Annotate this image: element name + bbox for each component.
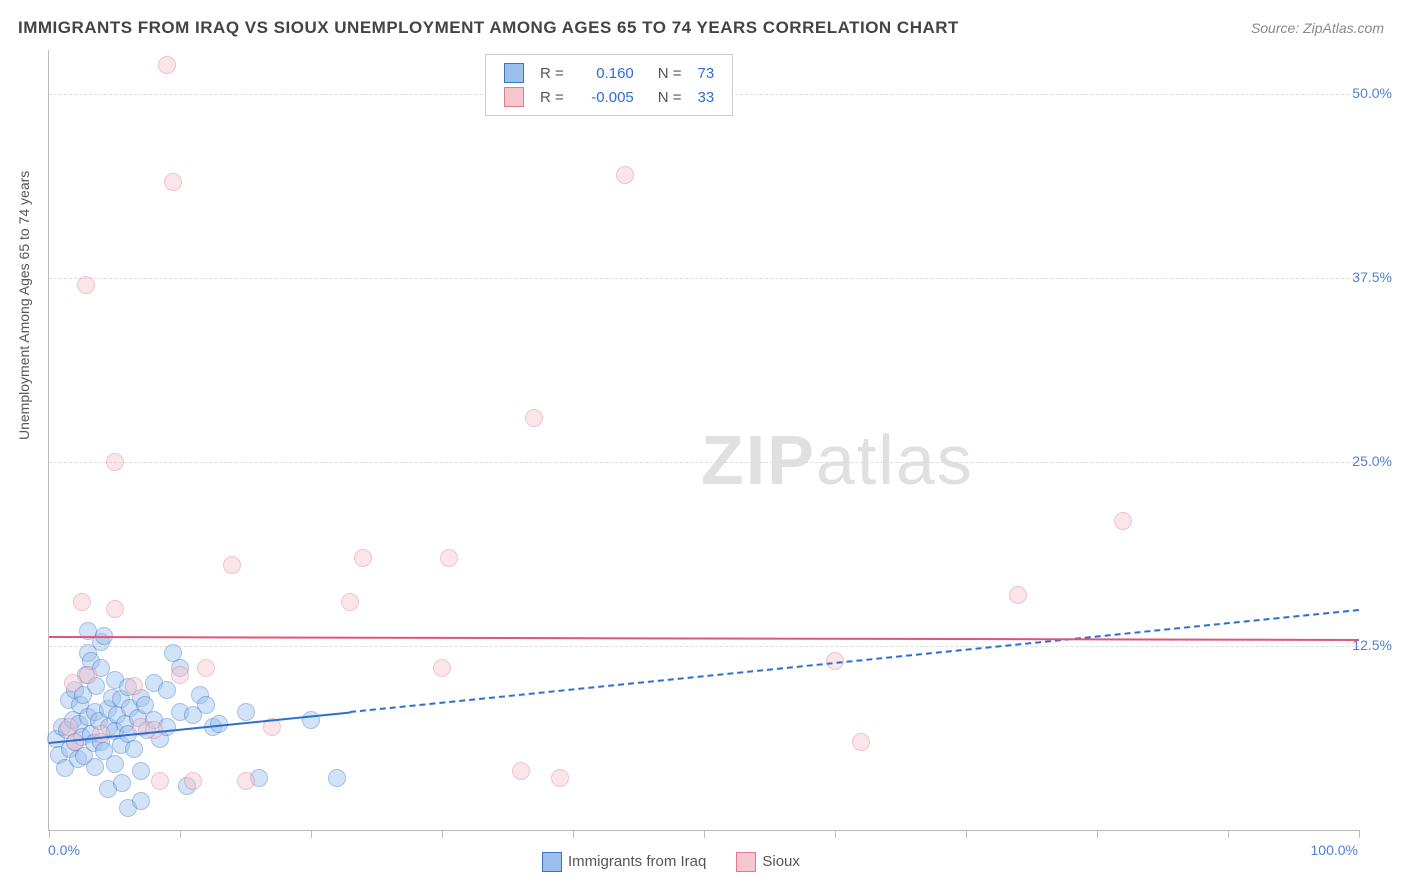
y-tick-label: 25.0% [1352, 453, 1392, 469]
data-point [197, 659, 215, 677]
legend-swatch [542, 852, 562, 872]
data-point [164, 173, 182, 191]
data-point [302, 711, 320, 729]
gridline [49, 278, 1359, 279]
data-point [551, 769, 569, 787]
data-point [132, 792, 150, 810]
y-axis-label: Unemployment Among Ages 65 to 74 years [16, 171, 32, 440]
data-point [77, 276, 95, 294]
legend-r-label: R = [532, 85, 572, 109]
data-point [113, 774, 131, 792]
data-point [440, 549, 458, 567]
legend-swatch [736, 852, 756, 872]
data-point [106, 453, 124, 471]
legend-item: Immigrants from Iraq [542, 853, 706, 870]
data-point [197, 696, 215, 714]
x-tick [704, 830, 705, 838]
gridline [49, 462, 1359, 463]
data-point [125, 740, 143, 758]
legend-r-value: -0.005 [572, 85, 642, 109]
watermark: ZIPatlas [701, 420, 974, 500]
x-tick [442, 830, 443, 838]
data-point [328, 769, 346, 787]
data-point [184, 772, 202, 790]
data-point [73, 593, 91, 611]
data-point [616, 166, 634, 184]
data-point [354, 549, 372, 567]
legend-swatch [504, 63, 524, 83]
data-point [158, 681, 176, 699]
chart-title: IMMIGRANTS FROM IRAQ VS SIOUX UNEMPLOYME… [18, 18, 959, 38]
y-tick-label: 50.0% [1352, 85, 1392, 101]
series-legend: Immigrants from Iraq Sioux [542, 852, 830, 872]
data-point [86, 758, 104, 776]
data-point [852, 733, 870, 751]
data-point [237, 703, 255, 721]
x-tick [573, 830, 574, 838]
data-point [79, 666, 97, 684]
gridline [49, 646, 1359, 647]
data-point [92, 725, 110, 743]
data-point [223, 556, 241, 574]
x-tick [1228, 830, 1229, 838]
data-point [132, 762, 150, 780]
x-tick-label: 0.0% [48, 842, 80, 858]
source-label: Source: ZipAtlas.com [1251, 20, 1384, 36]
x-tick [835, 830, 836, 838]
legend-item: Sioux [736, 853, 800, 870]
x-tick-label: 100.0% [1311, 842, 1358, 858]
data-point [125, 677, 143, 695]
data-point [237, 772, 255, 790]
y-tick-label: 12.5% [1352, 637, 1392, 653]
data-point [171, 666, 189, 684]
x-tick [966, 830, 967, 838]
data-point [106, 600, 124, 618]
trend-line [350, 609, 1359, 713]
x-tick [1359, 830, 1360, 838]
legend-n-label: N = [642, 85, 690, 109]
correlation-legend: R =0.160N =73R =-0.005N =33 [485, 54, 733, 116]
legend-row: R =0.160N =73 [496, 61, 722, 85]
legend-n-value: 33 [690, 85, 723, 109]
x-tick [1097, 830, 1098, 838]
data-point [512, 762, 530, 780]
x-tick [180, 830, 181, 838]
data-point [158, 56, 176, 74]
plot-area: ZIPatlas [48, 50, 1359, 831]
data-point [106, 755, 124, 773]
legend-n-value: 73 [690, 61, 723, 85]
data-point [151, 772, 169, 790]
legend-r-label: R = [532, 61, 572, 85]
data-point [1114, 512, 1132, 530]
watermark-light: atlas [816, 421, 974, 499]
data-point [341, 593, 359, 611]
data-point [525, 409, 543, 427]
legend-r-value: 0.160 [572, 61, 642, 85]
x-tick [311, 830, 312, 838]
y-tick-label: 37.5% [1352, 269, 1392, 285]
legend-row: R =-0.005N =33 [496, 85, 722, 109]
x-tick [49, 830, 50, 838]
legend-swatch [504, 87, 524, 107]
watermark-bold: ZIP [701, 421, 816, 499]
legend-n-label: N = [642, 61, 690, 85]
data-point [433, 659, 451, 677]
data-point [1009, 586, 1027, 604]
trend-line [49, 636, 1359, 641]
